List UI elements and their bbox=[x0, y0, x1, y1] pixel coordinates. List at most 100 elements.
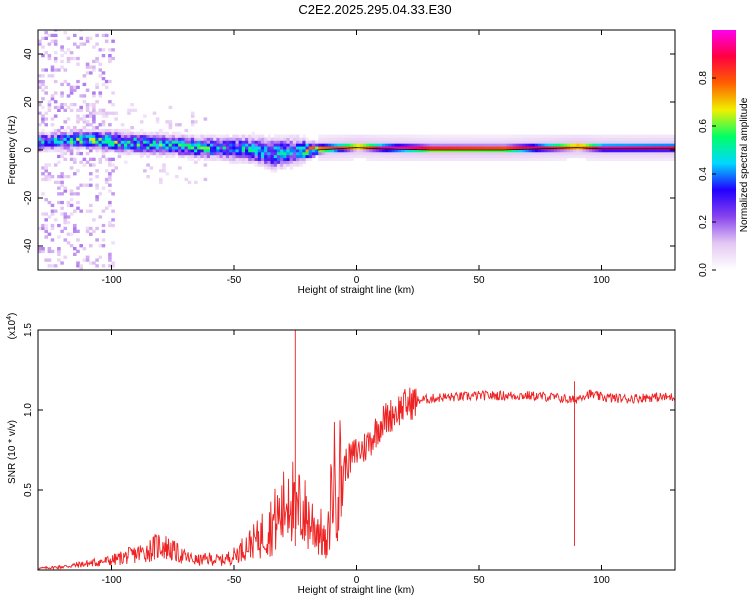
spectrogram-cell bbox=[598, 140, 603, 144]
spectrogram-cell bbox=[165, 137, 169, 141]
spectrogram-cell bbox=[385, 137, 389, 141]
spectrogram-cell bbox=[582, 149, 587, 153]
spectrogram-cell bbox=[652, 140, 657, 144]
spectrogram-cell bbox=[560, 154, 564, 159]
spectrogram-cell bbox=[544, 140, 548, 144]
spectrogram-cell bbox=[417, 154, 421, 159]
spectrogram-cell bbox=[506, 149, 510, 153]
spectrogram-cell bbox=[104, 111, 109, 115]
spectrogram-cell bbox=[41, 137, 45, 141]
spectrogram-cell bbox=[522, 143, 526, 147]
spectrogram-cell bbox=[219, 157, 224, 161]
spectrogram-cell bbox=[235, 146, 240, 150]
spectrogram-cell bbox=[235, 143, 240, 147]
spectrogram-cell bbox=[194, 146, 198, 150]
spectrogram-cell bbox=[111, 209, 115, 213]
spectrogram-cell bbox=[133, 146, 138, 150]
spectrogram-cell bbox=[79, 134, 83, 138]
spectrogram-cell bbox=[98, 68, 103, 72]
spectrogram-cell bbox=[518, 157, 523, 161]
spectrogram-cell bbox=[89, 140, 93, 144]
spectrogram-cell bbox=[452, 154, 456, 159]
spectrogram-cell bbox=[98, 123, 103, 127]
spectrogram-cell bbox=[267, 149, 271, 153]
spectrogram-cell bbox=[69, 232, 74, 236]
spectrogram-cell bbox=[210, 140, 214, 144]
spectrogram-cell bbox=[401, 143, 405, 147]
spectrogram-cell bbox=[44, 131, 48, 136]
spectrogram-cell bbox=[194, 137, 198, 141]
spectrogram-cell bbox=[130, 146, 134, 150]
spectrogram-cell bbox=[668, 140, 673, 144]
spectrogram-cell bbox=[423, 137, 427, 141]
spectrogram-cell bbox=[471, 154, 475, 159]
spectrogram-cell bbox=[388, 134, 392, 138]
spectrogram-cell bbox=[251, 131, 255, 136]
spectrogram-cell bbox=[276, 166, 281, 170]
spectrogram-cell bbox=[636, 134, 641, 138]
spectrogram-cell bbox=[76, 79, 80, 84]
spectrogram-cell bbox=[276, 154, 281, 159]
spectrogram-cell bbox=[496, 134, 501, 138]
spectrogram-cell bbox=[60, 149, 64, 153]
spectrogram-cell bbox=[101, 111, 106, 115]
spectrogram-cell bbox=[582, 140, 587, 144]
spectrogram-cell bbox=[455, 140, 459, 144]
spectrogram-cell bbox=[334, 134, 338, 138]
spectrogram-cell bbox=[69, 103, 74, 107]
spectrogram-cell bbox=[624, 140, 628, 144]
spectrogram-cell bbox=[445, 146, 450, 150]
spectrogram-cell bbox=[146, 131, 150, 136]
spectrogram-cell bbox=[130, 137, 134, 141]
spectrogram-cell bbox=[315, 143, 319, 147]
spectrogram-cell bbox=[397, 149, 402, 153]
colorbar-tick-label: 0.8 bbox=[698, 71, 709, 85]
spectrogram-cell bbox=[79, 264, 83, 268]
spectrogram-cell bbox=[652, 134, 657, 138]
spectrogram-cell bbox=[397, 143, 402, 147]
spectrogram-cell bbox=[168, 151, 173, 156]
spectrogram-cell bbox=[50, 264, 55, 268]
spectrogram-cell bbox=[391, 157, 396, 161]
spectrogram-cell bbox=[178, 166, 182, 170]
spectrogram-cell bbox=[82, 137, 87, 141]
spectrogram-cell bbox=[69, 192, 74, 196]
spectrogram-cell bbox=[254, 160, 259, 164]
spectrogram-cell bbox=[69, 166, 74, 170]
spectrogram-cell bbox=[471, 157, 475, 161]
spectrogram-cell bbox=[41, 36, 45, 40]
spectrogram-cell bbox=[47, 172, 52, 176]
spectrogram-cell bbox=[165, 151, 169, 156]
spectrogram-cell bbox=[579, 154, 583, 159]
spectrogram-cell bbox=[280, 166, 284, 170]
spectrogram-cell bbox=[289, 149, 294, 153]
spectrogram-cell bbox=[85, 114, 90, 118]
spectrogram-cell bbox=[503, 143, 507, 147]
spectrogram-cell bbox=[334, 154, 338, 159]
spectrogram-cell bbox=[50, 131, 55, 136]
spectrogram-cell bbox=[82, 114, 87, 118]
spectrogram-cell bbox=[235, 137, 240, 141]
spectrogram-cell bbox=[155, 117, 160, 121]
spectrogram-cell bbox=[499, 149, 504, 153]
spectrogram-cell bbox=[522, 137, 526, 141]
spectrogram-cell bbox=[203, 149, 208, 153]
spectrogram-cell bbox=[41, 68, 45, 72]
spectrogram-cell bbox=[162, 137, 166, 141]
spectrogram-cell bbox=[53, 264, 58, 268]
spectrogram-cell bbox=[515, 134, 520, 138]
spectrogram-cell bbox=[397, 137, 402, 141]
spectrogram-cell bbox=[554, 143, 558, 147]
spectrogram-cell bbox=[407, 137, 412, 141]
spectrogram-cell bbox=[503, 146, 507, 150]
spectrogram-cell bbox=[85, 151, 90, 156]
spectrogram-cell bbox=[47, 232, 52, 236]
spectrogram-cell bbox=[38, 140, 42, 144]
spectrogram-cell bbox=[69, 146, 74, 150]
spectrogram-cell bbox=[273, 140, 278, 144]
spectrogram-cell bbox=[611, 157, 615, 161]
spectrogram-cell bbox=[614, 157, 619, 161]
spectrogram-cell bbox=[264, 149, 268, 153]
spectrogram-cell bbox=[76, 149, 80, 153]
spectrogram-cell bbox=[426, 149, 431, 153]
